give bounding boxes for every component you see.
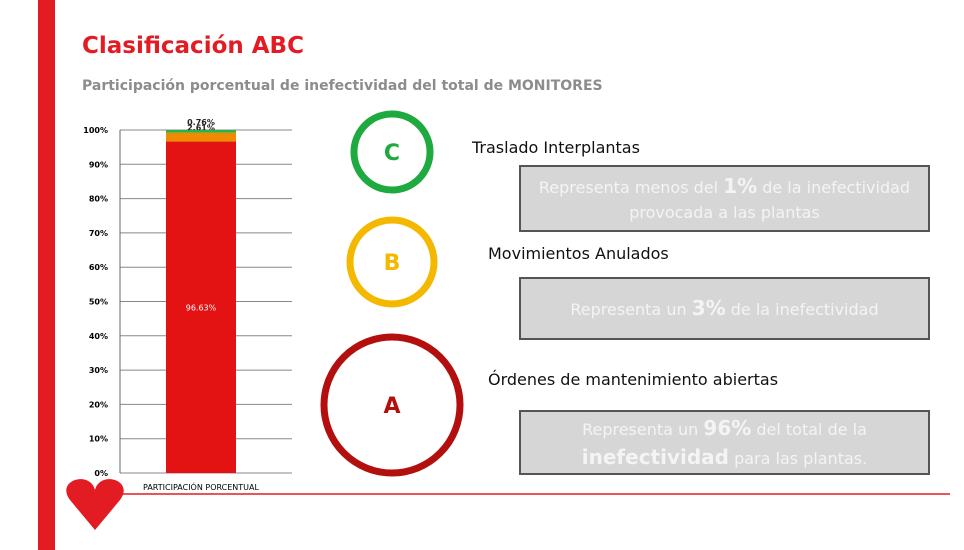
slide-title: Clasificación ABC bbox=[82, 33, 304, 59]
description-part: del total de la bbox=[751, 420, 867, 439]
slide: Clasificación ABC Participación porcentu… bbox=[0, 0, 964, 550]
description-text: Representa un 3% de la inefectividad bbox=[570, 294, 878, 323]
description-box: Representa un 96% del total de la inefec… bbox=[519, 410, 930, 475]
value-label: 0.76% bbox=[187, 118, 215, 127]
y-tick-label: 0% bbox=[94, 469, 108, 478]
item-heading: Movimientos Anulados bbox=[488, 244, 669, 263]
y-tick-label: 50% bbox=[89, 298, 108, 307]
slide-subtitle: Participación porcentual de inefectivida… bbox=[82, 78, 603, 94]
description-text: Representa menos del 1% de la inefectivi… bbox=[529, 172, 920, 224]
description-text: Representa un 96% del total de la inefec… bbox=[529, 414, 920, 472]
item-heading: Órdenes de mantenimiento abiertas bbox=[488, 370, 778, 389]
bar-segment bbox=[166, 130, 236, 133]
y-tick-label: 20% bbox=[89, 400, 108, 409]
description-part: Representa menos del bbox=[539, 178, 723, 197]
y-tick-label: 70% bbox=[89, 229, 108, 238]
description-part: Representa un bbox=[582, 420, 703, 439]
description-part: 96% bbox=[703, 416, 751, 440]
abc-letter: C bbox=[384, 141, 400, 166]
abc-letter: B bbox=[384, 251, 401, 276]
y-tick-label: 90% bbox=[89, 160, 108, 169]
y-tick-label: 40% bbox=[89, 332, 108, 341]
y-tick-label: 30% bbox=[89, 366, 108, 375]
description-part: inefectividad bbox=[582, 445, 729, 469]
description-part: Representa un bbox=[570, 300, 691, 319]
bar-segment bbox=[166, 133, 236, 142]
x-tick-label: PARTICIPACIÓN PORCENTUAL bbox=[143, 481, 259, 492]
description-box: Representa un 3% de la inefectividad bbox=[519, 277, 930, 340]
y-tick-label: 10% bbox=[89, 435, 108, 444]
logo-heart bbox=[66, 479, 123, 530]
description-part: de la inefectividad bbox=[726, 300, 879, 319]
item-heading: Traslado Interplantas bbox=[472, 138, 640, 157]
abc-letter: A bbox=[383, 394, 400, 419]
y-tick-label: 60% bbox=[89, 263, 108, 272]
y-tick-label: 100% bbox=[83, 126, 108, 135]
description-box: Representa menos del 1% de la inefectivi… bbox=[519, 165, 930, 232]
description-part: 1% bbox=[723, 174, 757, 198]
description-part: 3% bbox=[692, 296, 726, 320]
side-band bbox=[38, 0, 55, 550]
description-part: para las plantas. bbox=[729, 449, 867, 468]
y-tick-label: 80% bbox=[89, 195, 108, 204]
value-label: 96.63% bbox=[186, 303, 217, 312]
